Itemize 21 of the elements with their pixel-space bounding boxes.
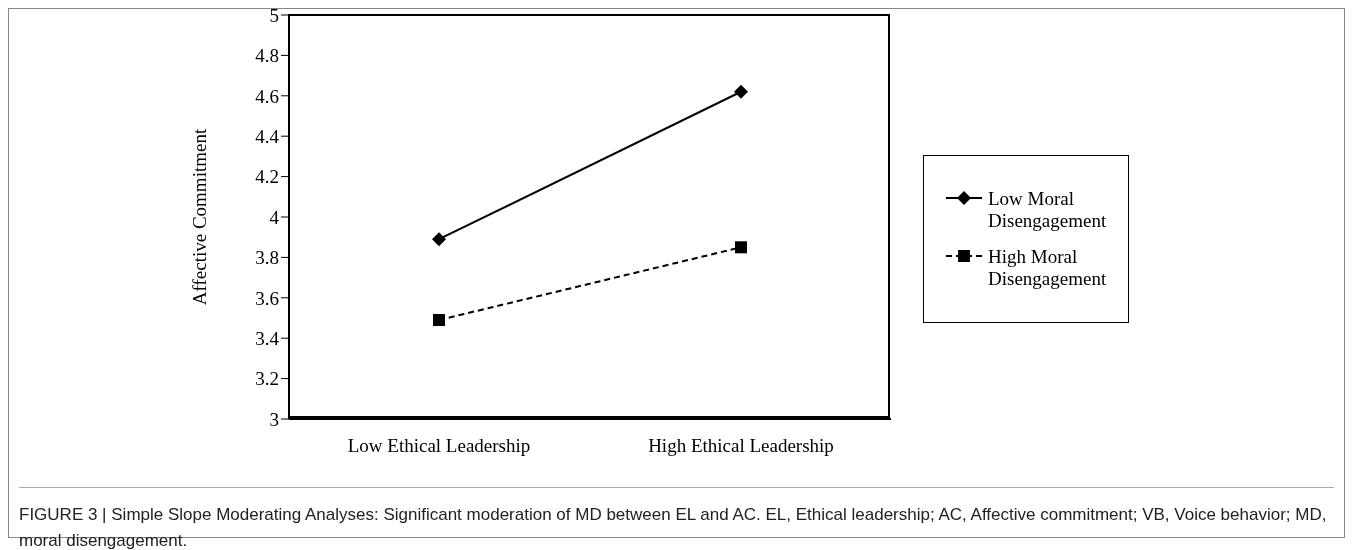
y-tick-label: 4.6: [255, 85, 279, 107]
y-tick-label: 3.6: [255, 287, 279, 309]
point: [432, 232, 446, 247]
y-tick-label: 5: [269, 4, 279, 26]
point: [734, 84, 748, 99]
y-tick-label: 4.2: [255, 166, 279, 188]
point: [735, 241, 747, 254]
y-tick-label: 4.8: [255, 45, 279, 67]
y-tick-label: 3: [269, 408, 279, 430]
point: [433, 314, 445, 327]
legend-label: High Moral Disengagement: [988, 246, 1107, 290]
y-tick-label: 3.2: [255, 368, 279, 390]
y-tick-label: 3.4: [255, 327, 280, 349]
x-tick-label: Low Ethical Leadership: [347, 435, 531, 457]
caption: FIGURE 3 | Simple Slope Moderating Analyses: Significant moderation of MD between EL and AC. EL, Ethical leadership; AC, Affective commitment; VB, Voice behavior; MD, moral disengagement.: [19, 504, 1328, 550]
y-tick-label: 4.4: [255, 125, 280, 147]
y-axis-title: Affective Commitment: [188, 128, 210, 306]
y-tick-label: 4: [269, 206, 280, 228]
legend-label: Low Moral Disengagement: [988, 188, 1107, 232]
x-tick-label: High Ethical Leadership: [648, 435, 834, 457]
y-tick-label: 3.8: [255, 247, 279, 269]
